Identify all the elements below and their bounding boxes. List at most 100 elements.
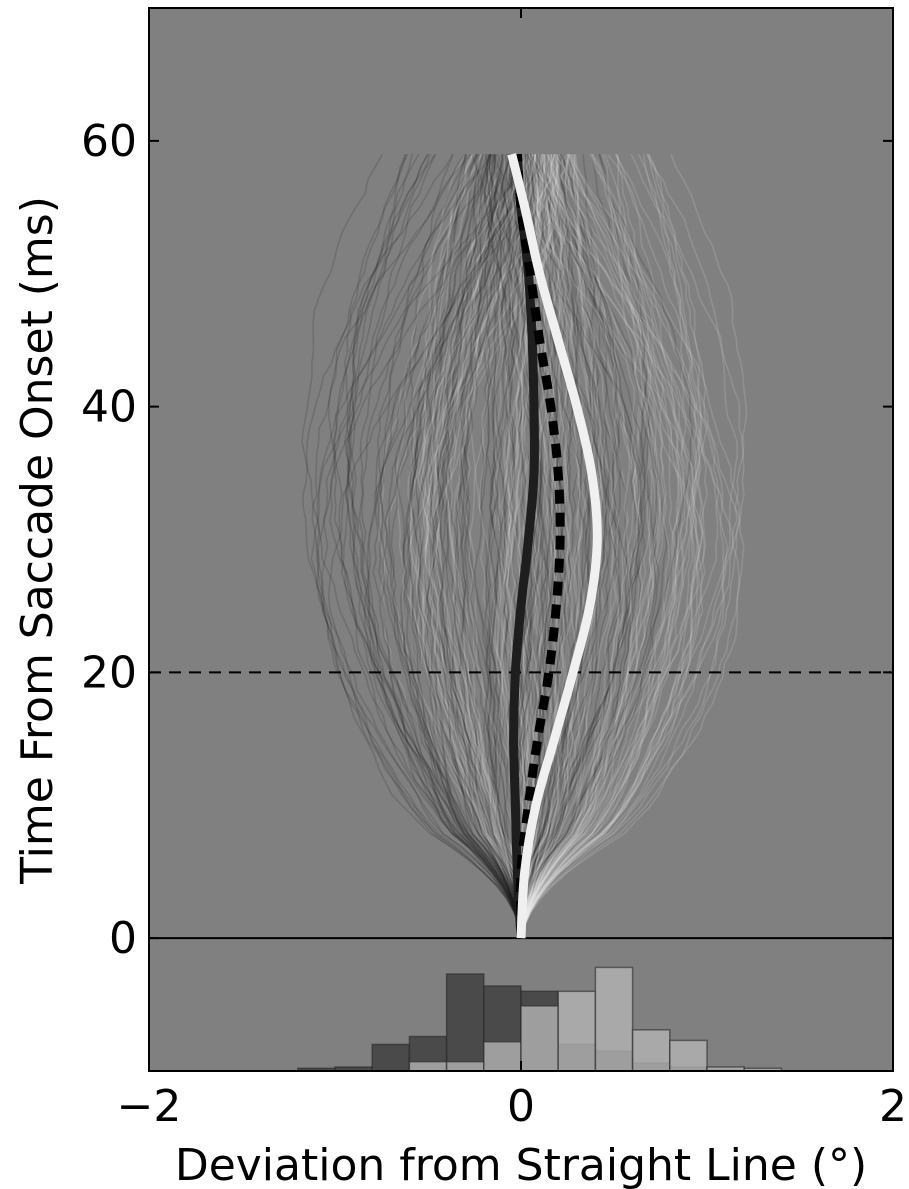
trajectory-trace	[455, 153, 522, 939]
histogram-bar-dark	[371, 1043, 411, 1071]
trajectory-trace	[440, 153, 522, 939]
trajectory-trace	[436, 153, 522, 939]
trajectory-trace	[520, 153, 655, 939]
trajectory-trace	[493, 153, 643, 939]
trajectory-trace	[520, 153, 700, 939]
trajectory-trace	[301, 153, 522, 939]
trajectory-trace	[407, 153, 525, 939]
trajectory-trace	[401, 154, 554, 939]
trajectory-trace	[519, 153, 607, 939]
trajectory-trace	[459, 153, 522, 939]
trajectory-trace	[519, 153, 643, 939]
trajectory-trace	[346, 153, 522, 939]
trajectory-trace	[520, 153, 667, 939]
trajectory-trace	[425, 154, 522, 939]
trajectory-trace	[399, 154, 522, 939]
trajectory-trace	[514, 154, 533, 939]
trajectory-trace	[520, 154, 745, 939]
trajectory-trace	[390, 154, 538, 939]
trajectory-trace	[421, 153, 524, 939]
trajectory-trace	[340, 153, 522, 939]
y-tick-label: 0	[109, 913, 137, 964]
trajectory-trace	[409, 153, 522, 939]
trajectory-trace	[488, 154, 522, 939]
trajectory-trace	[520, 153, 702, 939]
trajectory-trace	[377, 153, 527, 939]
trajectory-trace	[520, 154, 658, 939]
trajectory-trace	[520, 153, 725, 939]
trajectory-trace	[473, 154, 529, 939]
trajectory-trace	[492, 154, 522, 939]
trajectory-trace	[417, 154, 572, 939]
trajectory-trace	[447, 154, 525, 939]
trajectory-trace	[519, 154, 595, 939]
trajectory-trace	[520, 153, 748, 939]
y-tick-label: 40	[81, 382, 137, 433]
trajectory-trace	[520, 153, 667, 939]
trajectory-trace	[520, 153, 637, 939]
trajectory-trace	[462, 154, 522, 939]
trajectory-trace	[413, 153, 522, 939]
trajectory-trace	[380, 154, 522, 939]
trajectory-trace	[506, 154, 531, 939]
trajectory-trace	[519, 154, 567, 939]
y-tick-label: 20	[81, 647, 137, 698]
trajectory-trace	[464, 153, 525, 939]
trajectory-trace	[302, 153, 522, 939]
trajectory-trace	[503, 154, 534, 939]
trajectory-trace	[429, 154, 522, 939]
trajectory-trace	[520, 153, 708, 939]
trajectory-trace	[422, 153, 568, 939]
trajectory-trace	[409, 153, 535, 939]
histogram-bar-light	[743, 1067, 783, 1071]
trajectory-trace	[520, 154, 566, 939]
histogram-layer	[297, 966, 783, 1071]
trajectory-trace	[504, 154, 531, 939]
trajectory-trace	[520, 153, 658, 939]
trajectory-trace	[520, 154, 604, 939]
trajectory-trace	[513, 154, 580, 939]
trajectory-trace	[520, 154, 696, 939]
trajectory-trace	[520, 154, 652, 939]
trajectory-trace	[380, 154, 542, 939]
trajectory-trace	[516, 154, 540, 939]
trajectory-trace	[378, 153, 522, 939]
trajectory-trace	[451, 154, 525, 939]
trajectory-trace	[484, 154, 524, 939]
histogram-bar-light	[669, 1039, 708, 1071]
trajectory-trace	[480, 154, 522, 939]
trajectory-trace	[510, 153, 610, 939]
mean-series-3	[507, 153, 602, 939]
trajectory-trace	[520, 153, 662, 939]
trajectory-trace	[520, 154, 593, 939]
trajectory-trace	[463, 154, 522, 939]
trajectory-trace	[484, 154, 522, 939]
trajectory-trace	[419, 153, 522, 939]
trajectory-trace	[430, 154, 552, 939]
trajectory-trace	[445, 154, 522, 939]
trajectory-trace	[485, 154, 522, 939]
trajectory-trace	[520, 154, 616, 939]
trajectory-trace	[407, 154, 522, 939]
trajectory-trace	[520, 154, 644, 939]
trajectory-trace	[520, 154, 583, 939]
trajectory-trace	[327, 154, 522, 939]
trajectory-trace	[455, 153, 533, 939]
trajectory-trace	[316, 153, 522, 939]
histogram-bar-light	[408, 1060, 448, 1071]
trajectory-trace	[520, 154, 642, 939]
trajectory-trace	[372, 154, 522, 939]
trajectory-trace	[327, 153, 522, 939]
trajectory-trace	[520, 154, 607, 939]
trajectory-trace	[519, 154, 600, 939]
reference-lines	[149, 671, 893, 940]
trajectory-trace	[443, 154, 524, 939]
trajectory-trace	[520, 154, 668, 939]
trajectory-trace	[441, 153, 522, 939]
trajectory-trace	[494, 153, 526, 939]
trajectory-trace	[459, 154, 522, 939]
trajectory-trace	[520, 153, 694, 939]
trajectory-trace	[520, 153, 645, 939]
trajectory-trace	[427, 154, 537, 939]
